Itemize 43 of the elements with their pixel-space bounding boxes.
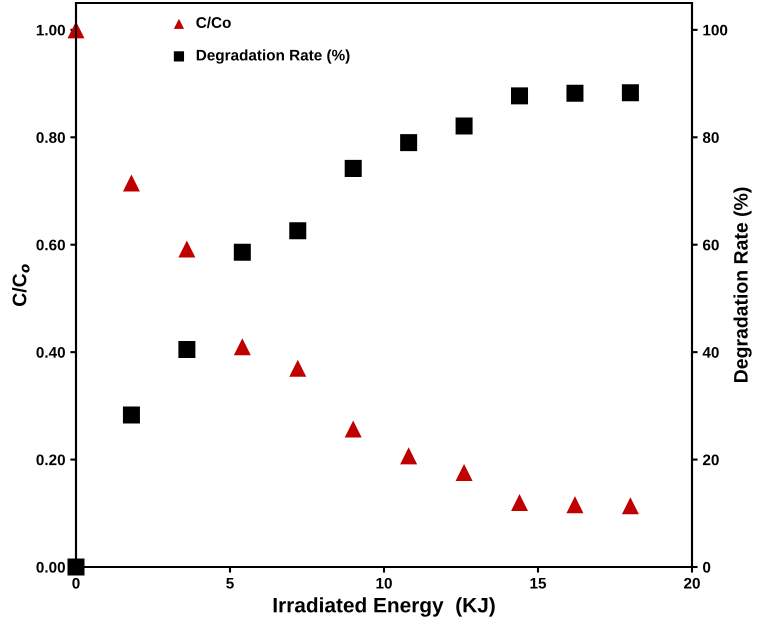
x-tick-label: 5 <box>226 578 234 589</box>
y-axis-title: C/C$_{o}$ <box>12 264 30 306</box>
y-tick-label: 0.00 <box>36 562 65 573</box>
y-tick-label: 1.00 <box>36 24 65 36</box>
point <box>122 174 140 192</box>
y-tick-label: 0.20 <box>36 454 65 466</box>
legend-label: Degradation Rate (%) <box>196 49 350 64</box>
point <box>122 406 140 424</box>
point <box>344 160 362 177</box>
point <box>566 84 584 102</box>
point <box>289 222 306 240</box>
y2-tick-label: 80 <box>702 132 719 143</box>
point <box>566 496 584 514</box>
x-axis-title: Irradiated Energy (KJ) <box>274 597 495 617</box>
y-tick-label: 0.40 <box>36 347 65 358</box>
y2-tick-label: 40 <box>702 347 719 358</box>
point <box>344 420 362 438</box>
point <box>289 360 306 377</box>
x-tick-label: 10 <box>376 578 392 589</box>
y2-tick-label: 0 <box>703 562 710 573</box>
point <box>400 447 418 464</box>
legend-label: C/Co <box>196 16 231 28</box>
point <box>622 84 639 102</box>
x-tick-label: 15 <box>530 578 546 589</box>
y-tick-label: 0.60 <box>36 240 65 250</box>
point <box>67 558 85 576</box>
point <box>234 244 251 261</box>
point <box>178 340 196 358</box>
point <box>178 240 196 258</box>
point <box>622 497 639 514</box>
point <box>511 494 528 512</box>
y2-tick-label: 100 <box>703 24 728 36</box>
y2-axis-title: Degradation Rate (%) <box>733 188 752 382</box>
point <box>511 87 528 104</box>
x-tick-label: 0 <box>72 578 80 589</box>
y2-tick-label: 60 <box>702 240 719 250</box>
point <box>400 134 418 152</box>
point <box>234 338 251 356</box>
x-tick-label: 20 <box>684 578 700 589</box>
point <box>456 118 473 135</box>
y-tick-label: 0.80 <box>36 132 65 143</box>
y2-tick-label: 20 <box>702 454 719 466</box>
point <box>456 464 473 481</box>
